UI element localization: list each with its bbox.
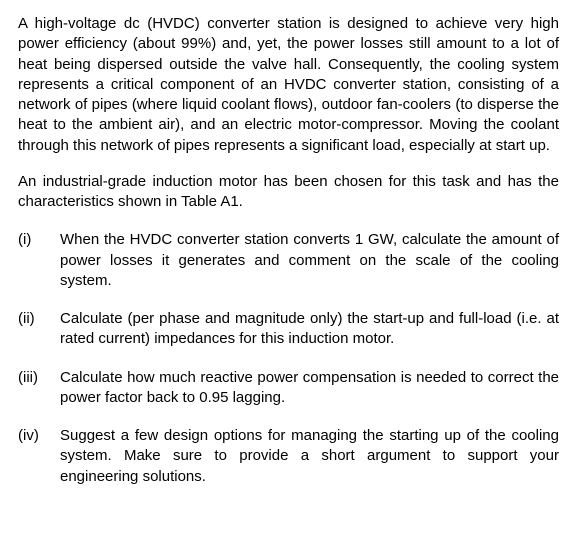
question-item: (iii) Calculate how much reactive power … [18,368,559,409]
question-marker: (iv) [18,426,60,487]
second-paragraph: An industrial-grade induction motor has … [18,172,559,213]
question-text: Calculate how much reactive power compen… [60,368,559,409]
question-marker: (ii) [18,309,60,350]
question-item: (iv) Suggest a few design options for ma… [18,426,559,487]
question-marker: (i) [18,230,60,291]
intro-paragraph: A high-voltage dc (HVDC) converter stati… [18,14,559,156]
question-text: When the HVDC converter station converts… [60,230,559,291]
question-text: Calculate (per phase and magnitude only)… [60,309,559,350]
question-item: (ii) Calculate (per phase and magnitude … [18,309,559,350]
question-text: Suggest a few design options for managin… [60,426,559,487]
question-list: (i) When the HVDC converter station conv… [18,230,559,487]
question-item: (i) When the HVDC converter station conv… [18,230,559,291]
question-marker: (iii) [18,368,60,409]
